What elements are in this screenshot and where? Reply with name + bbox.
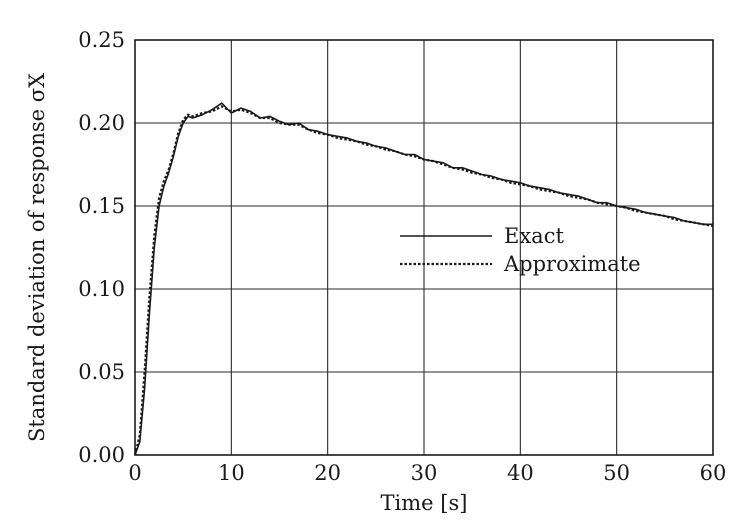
x-tick-label: 50 bbox=[603, 461, 630, 485]
series-line-approximate bbox=[133, 105, 714, 456]
x-tick-label: 60 bbox=[700, 461, 727, 485]
series-layer bbox=[133, 102, 714, 456]
y-tick-label: 0.15 bbox=[78, 194, 125, 218]
series-line-exact bbox=[134, 102, 713, 456]
x-tick-label: 30 bbox=[411, 461, 438, 485]
legend-label-exact: Exact bbox=[504, 224, 564, 248]
plot-frame bbox=[134, 39, 714, 456]
x-tick-label: 0 bbox=[128, 461, 141, 485]
x-tick-label: 10 bbox=[218, 461, 245, 485]
x-axis-label: Time [s] bbox=[381, 491, 468, 515]
legend-label-approximate: Approximate bbox=[503, 252, 641, 276]
y-axis-label: Standard deviation of response σX bbox=[25, 73, 49, 442]
legend: Exact Approximate bbox=[400, 224, 641, 276]
y-tick-label: 0.25 bbox=[78, 28, 125, 52]
y-tick-label: 0.00 bbox=[78, 443, 125, 467]
y-tick-label: 0.10 bbox=[78, 277, 125, 301]
grid bbox=[135, 40, 713, 455]
y-tick-label: 0.05 bbox=[78, 360, 125, 384]
y-tick-label: 0.20 bbox=[78, 111, 125, 135]
y-tick-labels: 0.00 0.05 0.10 0.15 0.20 0.25 bbox=[78, 28, 125, 467]
x-tick-label: 20 bbox=[314, 461, 341, 485]
x-tick-label: 40 bbox=[507, 461, 534, 485]
x-tick-labels: 0 10 20 30 40 50 60 bbox=[128, 461, 726, 485]
